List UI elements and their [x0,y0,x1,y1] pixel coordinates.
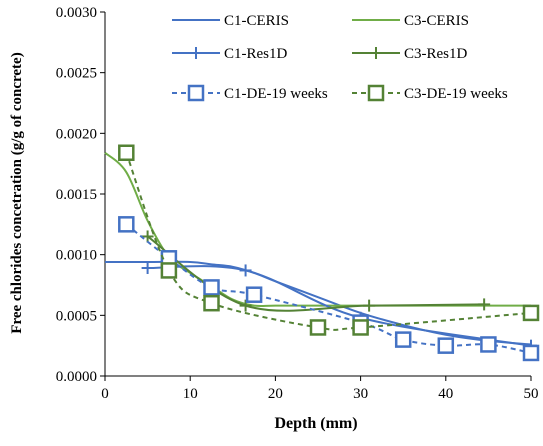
plus-marker [141,230,154,243]
x-tick-label: 50 [524,386,539,402]
legend-square-marker [187,84,205,102]
y-tick-label: 0.0010 [56,248,97,264]
legend: C1-CERIS C3-CERIS C1-Res1D C3-Res1D C1-DE-19… [172,13,508,102]
x-tick-label: 0 [101,386,109,402]
y-tick-label: 0.0015 [56,187,97,203]
legend-item: C1-DE-19 weeks [172,84,328,102]
square-marker [352,319,369,336]
legend-item: C3-DE-19 weeks [352,84,508,102]
legend-item: C3-Res1D [352,46,468,62]
square-marker [160,262,178,279]
square-marker [437,337,455,354]
y-tick-label: 0.0000 [56,369,97,385]
square-marker [203,294,220,312]
legend-label: C3-Res1D [404,46,468,62]
legend-label: C3-CERIS [404,13,469,29]
axes: 0.0000 0.0005 0.0010 0.0015 0.0020 0.0025 0.00… [56,5,539,402]
square-marker [309,319,327,336]
legend-item: C1-Res1D [172,46,288,62]
legend-square-marker [367,84,385,102]
y-tick-label: 0.0025 [56,66,97,82]
x-axis-title: Depth (mm) [274,415,357,432]
series-line [147,235,485,312]
square-marker [522,344,540,362]
plus-marker [239,299,252,312]
series-line [147,265,532,347]
square-marker [118,216,135,233]
plus-marker [478,298,491,311]
x-tick-label: 30 [353,386,368,402]
series-lines [104,144,540,362]
series-line [125,223,532,354]
series-line [125,152,532,331]
series-line [104,151,531,308]
plus-marker [363,299,376,312]
legend-label: C1-Res1D [224,46,288,62]
square-marker [522,304,540,322]
legend-label: C1-CERIS [224,13,289,29]
square-marker [480,336,497,353]
y-axis-title: Free chlorides concetration (g/g of conc… [9,52,25,333]
x-tick-label: 40 [438,386,453,402]
y-tick-label: 0.0005 [56,308,97,324]
legend-plus-marker [370,47,382,59]
square-marker [118,144,135,161]
plus-marker [239,264,252,277]
series-c3-ceris [104,151,531,308]
legend-plus-marker [190,47,202,59]
series-c3-res1d [141,230,491,312]
plus-marker [141,262,154,275]
x-tick-label: 10 [183,386,198,402]
square-marker [203,279,220,296]
y-tick-label: 0.0030 [56,5,97,21]
square-marker [394,331,412,348]
legend-label: C1-DE-19 weeks [224,86,328,102]
y-tick-label: 0.0020 [56,126,97,142]
square-marker [245,286,263,303]
legend-label: C3-DE-19 weeks [404,86,508,102]
legend-item: C1-CERIS [172,13,289,29]
series-c3-de-19-weeks [118,144,540,336]
x-tick-label: 20 [268,386,283,402]
legend-item: C3-CERIS [352,13,469,29]
